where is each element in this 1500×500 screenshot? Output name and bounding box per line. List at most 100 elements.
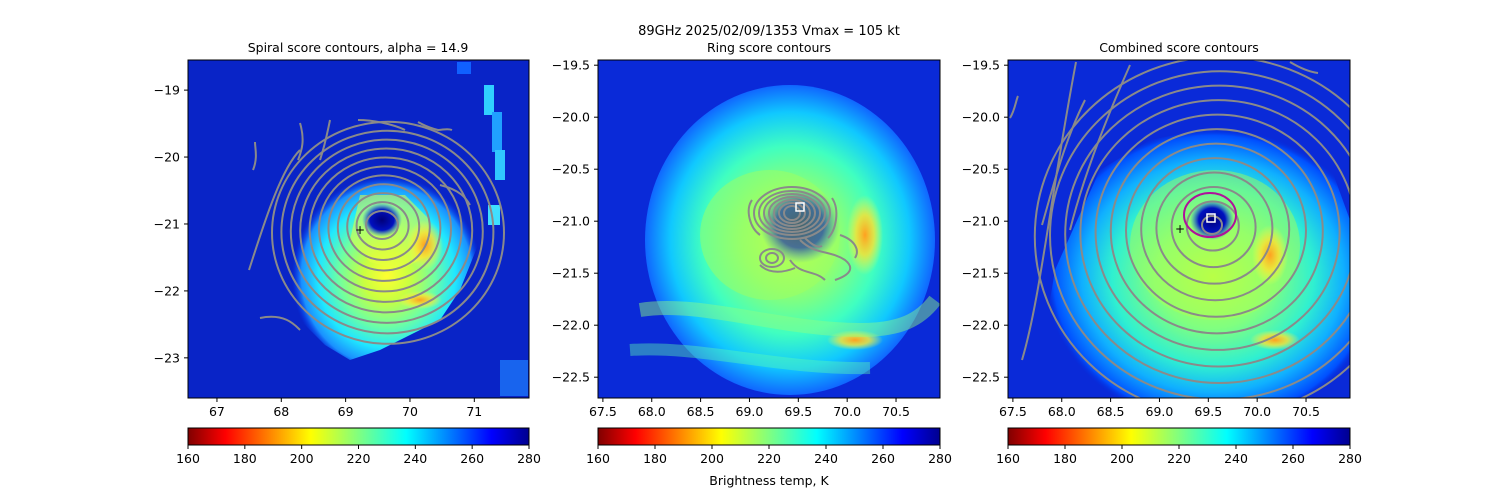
colorbar-tick-label: 280 (1338, 451, 1362, 466)
colorbar-tick-label: 180 (233, 451, 257, 466)
combined-score-contours (1009, 60, 1350, 398)
contour-line (308, 156, 463, 303)
contour-line (1140, 157, 1291, 302)
panel-title: Spiral score contours, alpha = 14.9 (248, 40, 469, 55)
colorbar-tick-label: 260 (460, 451, 484, 466)
center-marker: + (355, 223, 365, 237)
ring-score-panel: Ring score contours (552, 40, 952, 488)
contour-line (259, 315, 301, 331)
spiral-score-contours (248, 119, 505, 345)
colorbar-tick-label: 160 (996, 451, 1020, 466)
y-tick-label: −19.5 (962, 58, 1000, 73)
y-tick-label: −19 (154, 83, 180, 98)
y-tick-label: −22 (154, 283, 180, 298)
colorbar-label: Brightness temp, K (709, 473, 829, 488)
contour-line (778, 202, 806, 224)
colorbar-tick-label: 160 (586, 451, 610, 466)
contour-line (439, 184, 471, 206)
axes-frame (187, 59, 530, 399)
y-tick-label: −21.5 (962, 266, 1000, 281)
contour-line (355, 201, 410, 251)
x-tick-label: 68.0 (1048, 404, 1076, 419)
contour-line (1079, 99, 1350, 368)
contour-line (773, 199, 811, 227)
combined-score-panel: Combined score contours + 67.5 68.0 68.5 69… (962, 40, 1362, 466)
contour-line (1201, 215, 1223, 235)
x-tick-label: 68.0 (638, 404, 666, 419)
ring-detection-circle (1183, 192, 1237, 238)
y-tick-label: −20.5 (962, 162, 1000, 177)
contour-line (1064, 84, 1350, 384)
y-tick-label: −20 (154, 150, 180, 165)
contour-line (789, 259, 826, 281)
axes-frame (597, 59, 941, 399)
contour-line (747, 199, 761, 236)
contour-line (1049, 70, 1350, 398)
contour-line (346, 192, 421, 261)
x-tick-label: 69 (338, 404, 354, 419)
figure-title: 89GHz 2025/02/09/1353 Vmax = 105 kt (638, 24, 900, 39)
contour-line (271, 120, 505, 345)
contour-line (417, 121, 453, 132)
contour-line (289, 138, 484, 324)
colorbar-tick-label: 260 (871, 451, 895, 466)
x-tick-label: 67.5 (589, 404, 617, 419)
x-tick-label: 70.5 (882, 404, 910, 419)
x-tick-label: 68.5 (687, 404, 715, 419)
colorbar-tick-label: 200 (700, 451, 724, 466)
x-tick-label: 69.5 (1194, 404, 1222, 419)
panel-title: Combined score contours (1099, 40, 1259, 55)
contour-line (336, 183, 431, 272)
ring-center-marker (795, 202, 805, 212)
colorbar-tick-label: 280 (517, 451, 541, 466)
y-tick-label: −22.5 (962, 370, 1000, 385)
contour-line (299, 147, 474, 314)
x-tick-label: 68.5 (1097, 404, 1125, 419)
colorbar: 160 180 200 220 240 260 280 (176, 427, 541, 466)
contour-line (1033, 60, 1350, 398)
colorbar-tick-label: 220 (757, 451, 781, 466)
contour-line (1009, 95, 1019, 119)
colorbar-tick-label: 220 (1167, 451, 1191, 466)
y-tick-label: −21.0 (962, 214, 1000, 229)
x-tick-label: 68 (273, 404, 289, 419)
colorbar-tick-label: 240 (403, 451, 427, 466)
contour-line (839, 234, 858, 259)
colorbar-tick-label: 220 (347, 451, 371, 466)
x-tick-label: 69.0 (736, 404, 764, 419)
contour-line (758, 190, 826, 236)
x-tick-label: 71 (466, 404, 482, 419)
y-tick-label: −20.0 (962, 110, 1000, 125)
contour-line (1155, 171, 1274, 285)
x-tick-label: 70 (402, 404, 418, 419)
contour-line (1041, 99, 1086, 226)
contour-line (753, 186, 831, 240)
x-tick-label: 69.5 (784, 404, 812, 419)
colorbar: 160 180 200 220 240 260 280 (996, 427, 1362, 466)
x-tick-label: 70.0 (833, 404, 861, 419)
contour-line (1170, 186, 1257, 269)
colorbar-tick-label: 180 (643, 451, 667, 466)
contour-line (1021, 61, 1077, 361)
contour-line (1289, 61, 1319, 74)
colorbar-tick-label: 200 (290, 451, 314, 466)
spiral-score-panel: Spiral score contours, alpha = 14.9 (154, 40, 541, 466)
contour-line (759, 264, 796, 273)
contour-line (327, 174, 442, 282)
y-tick-label: −20.0 (552, 110, 590, 125)
y-tick-label: −22.5 (552, 370, 590, 385)
colorbar: 160 180 200 220 240 260 280 (586, 427, 952, 466)
contour-line (768, 196, 816, 230)
y-tick-label: −23 (154, 350, 180, 365)
contour-line (783, 205, 801, 221)
y-tick-label: −21.5 (552, 266, 590, 281)
contour-line (1125, 142, 1307, 318)
colorbar-tick-label: 180 (1053, 451, 1077, 466)
contour-line (763, 193, 821, 233)
x-tick-label: 67 (209, 404, 225, 419)
contour-line (357, 119, 406, 131)
contour-line (1094, 113, 1341, 351)
y-tick-label: −22.0 (552, 318, 590, 333)
x-tick-label: 70.0 (1243, 404, 1271, 419)
y-tick-label: −21.0 (552, 214, 590, 229)
